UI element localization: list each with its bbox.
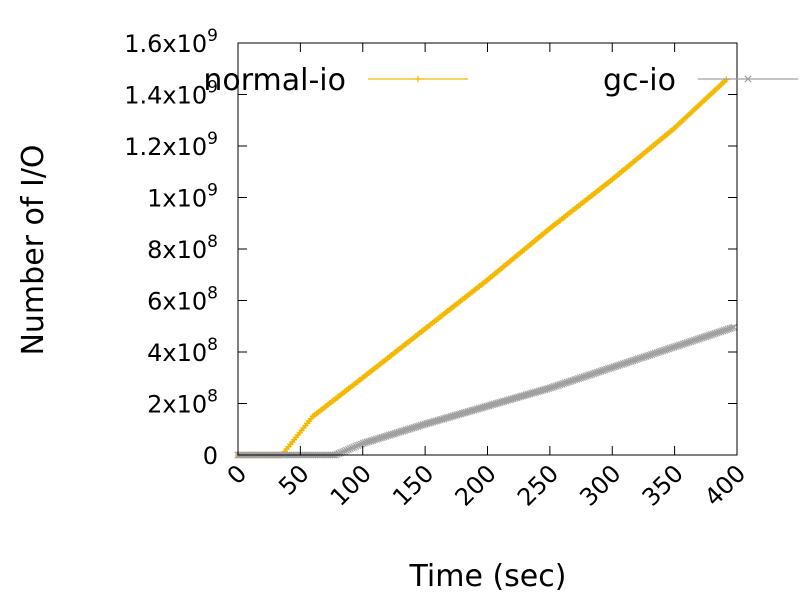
y-tick-label: 8x108 <box>147 232 218 264</box>
series-line <box>238 325 735 457</box>
legend-label: gc-io <box>603 63 676 98</box>
series-normal-io <box>234 76 730 459</box>
y-tick-exponent: 8 <box>207 232 218 252</box>
y-tick-exponent: 9 <box>207 78 218 98</box>
x-tick-label: 100 <box>325 459 377 511</box>
x-tick-label: 150 <box>387 459 439 511</box>
legend-label: normal-io <box>203 63 346 98</box>
y-tick-label: 1.4x109 <box>124 78 218 110</box>
y-tick-label: 1.2x109 <box>124 129 218 161</box>
y-tick-label: 6x108 <box>147 284 218 316</box>
x-tick-labels: 0 50 100 150 200 250 300 350 400 <box>222 459 752 511</box>
legend-entry-gc-io: gc-io <box>603 63 798 98</box>
x-tick-label: 50 <box>273 459 314 500</box>
x-axis-title: Time (sec) <box>409 559 567 594</box>
y-tick-exponent: 8 <box>207 387 218 407</box>
legend-marker <box>414 75 422 83</box>
y-tick-label: 2x108 <box>147 387 218 419</box>
legend: normal-io gc-io <box>203 63 798 98</box>
y-tick-exponent: 8 <box>207 335 218 355</box>
y-axis-title: Number of I/O <box>16 144 51 355</box>
y-tick-exponent: 9 <box>207 26 218 46</box>
x-tick-label: 250 <box>512 459 564 511</box>
legend-entry-normal-io: normal-io <box>203 63 468 98</box>
y-tick-label: 0 <box>203 442 218 470</box>
series-gc-io <box>234 323 738 459</box>
y-tick-labels: 0 2x108 4x108 6x108 8x108 1x109 1.2x109 1.4x109… <box>124 26 218 470</box>
ticks-layer <box>237 42 738 456</box>
x-tick-label: 200 <box>450 459 502 511</box>
y-tick-exponent: 8 <box>207 284 218 304</box>
x-tick-label: 400 <box>699 459 751 511</box>
y-tick-label: 4x108 <box>147 335 218 367</box>
series-markers <box>234 76 730 459</box>
y-tick-exponent: 9 <box>207 129 218 149</box>
x-tick-label: 350 <box>637 459 689 511</box>
series-markers <box>234 323 738 459</box>
x-tick-label: 0 <box>222 459 253 490</box>
series-line <box>238 78 728 457</box>
y-tick-label: 1.6x109 <box>124 26 218 58</box>
plot-frame <box>237 42 738 456</box>
y-tick-label: 1x109 <box>147 181 218 213</box>
series-layer <box>234 76 738 459</box>
legend-marker <box>744 75 752 83</box>
x-tick-label: 300 <box>574 459 626 511</box>
y-tick-exponent: 9 <box>207 181 218 201</box>
